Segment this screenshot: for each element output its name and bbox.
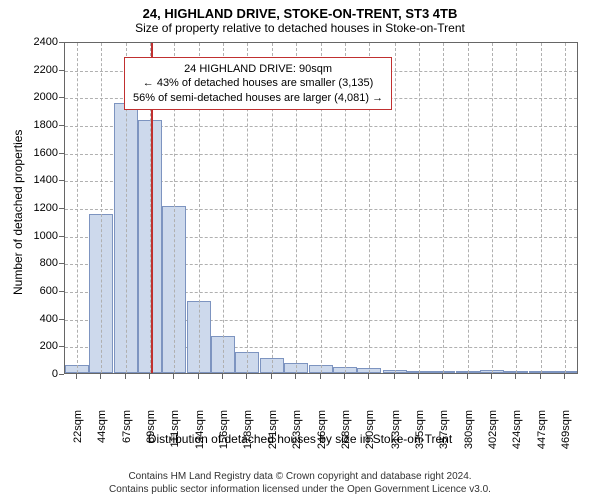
y-tick-label: 400 — [24, 313, 58, 325]
x-tick-label: 313sqm — [390, 410, 402, 460]
footer-line-1: Contains HM Land Registry data © Crown c… — [0, 471, 600, 484]
footer-attribution: Contains HM Land Registry data © Crown c… — [0, 471, 600, 496]
gridline-vertical — [492, 43, 493, 373]
x-tick — [173, 374, 174, 379]
gridline-vertical — [541, 43, 542, 373]
x-tick — [394, 374, 395, 379]
x-tick — [564, 374, 565, 379]
x-tick — [125, 374, 126, 379]
x-tick-label: 469sqm — [560, 410, 572, 460]
x-tick — [320, 374, 321, 379]
y-tick — [59, 97, 64, 98]
y-tick — [59, 70, 64, 71]
x-tick — [198, 374, 199, 379]
annotation-box: 24 HIGHLAND DRIVE: 90sqm← 43% of detache… — [124, 57, 392, 110]
gridline-vertical — [443, 43, 444, 373]
y-tick — [59, 42, 64, 43]
y-tick-label: 200 — [24, 340, 58, 352]
x-tick — [295, 374, 296, 379]
x-tick-label: 156sqm — [218, 410, 230, 460]
gridline-vertical — [419, 43, 420, 373]
x-tick-label: 402sqm — [487, 410, 499, 460]
x-tick — [540, 374, 541, 379]
chart-subtitle: Size of property relative to detached ho… — [0, 21, 600, 39]
y-tick — [59, 208, 64, 209]
y-tick — [59, 346, 64, 347]
annotation-line: 56% of semi-detached houses are larger (… — [133, 91, 383, 105]
y-tick-label: 800 — [24, 257, 58, 269]
y-tick — [59, 180, 64, 181]
y-tick — [59, 125, 64, 126]
y-tick-label: 1000 — [24, 230, 58, 242]
x-tick — [467, 374, 468, 379]
x-tick-label: 111sqm — [169, 410, 181, 460]
y-tick-label: 1200 — [24, 202, 58, 214]
x-tick-label: 447sqm — [536, 410, 548, 460]
y-tick-label: 2000 — [24, 91, 58, 103]
x-tick-label: 178sqm — [242, 410, 254, 460]
x-tick-label: 380sqm — [463, 410, 475, 460]
x-tick — [442, 374, 443, 379]
y-tick-label: 2200 — [24, 64, 58, 76]
x-tick — [222, 374, 223, 379]
y-tick — [59, 291, 64, 292]
x-tick-label: 223sqm — [291, 410, 303, 460]
gridline-vertical — [395, 43, 396, 373]
y-tick-label: 0 — [24, 368, 58, 380]
x-tick-label: 357sqm — [438, 410, 450, 460]
gridline-vertical — [565, 43, 566, 373]
x-tick — [368, 374, 369, 379]
x-tick-label: 201sqm — [267, 410, 279, 460]
y-tick — [59, 374, 64, 375]
x-tick-label: 134sqm — [194, 410, 206, 460]
x-tick — [418, 374, 419, 379]
x-tick-label: 44sqm — [96, 410, 108, 460]
x-tick — [246, 374, 247, 379]
x-tick-label: 22sqm — [72, 410, 84, 460]
y-tick-label: 1800 — [24, 119, 58, 131]
y-tick-label: 1600 — [24, 147, 58, 159]
x-tick — [76, 374, 77, 379]
x-tick-label: 290sqm — [364, 410, 376, 460]
x-tick — [149, 374, 150, 379]
gridline-vertical — [77, 43, 78, 373]
gridline-vertical — [101, 43, 102, 373]
x-tick — [100, 374, 101, 379]
x-tick — [491, 374, 492, 379]
chart-title: 24, HIGHLAND DRIVE, STOKE-ON-TRENT, ST3 … — [0, 0, 600, 21]
y-tick — [59, 236, 64, 237]
gridline-vertical — [516, 43, 517, 373]
y-tick-label: 2400 — [24, 36, 58, 48]
annotation-line: 24 HIGHLAND DRIVE: 90sqm — [133, 62, 383, 76]
x-tick — [515, 374, 516, 379]
annotation-line: ← 43% of detached houses are smaller (3,… — [133, 76, 383, 90]
gridline-vertical — [468, 43, 469, 373]
x-tick-label: 335sqm — [414, 410, 426, 460]
x-tick — [344, 374, 345, 379]
x-tick-label: 268sqm — [340, 410, 352, 460]
y-tick-label: 1400 — [24, 174, 58, 186]
footer-line-2: Contains public sector information licen… — [0, 484, 600, 497]
x-tick-label: 246sqm — [316, 410, 328, 460]
x-tick-label: 424sqm — [511, 410, 523, 460]
y-tick-label: 600 — [24, 285, 58, 297]
y-tick — [59, 153, 64, 154]
y-tick — [59, 263, 64, 264]
y-axis-label: Number of detached properties — [11, 135, 25, 295]
chart-container: 24, HIGHLAND DRIVE, STOKE-ON-TRENT, ST3 … — [0, 0, 600, 500]
x-tick-label: 67sqm — [121, 410, 133, 460]
y-tick — [59, 319, 64, 320]
x-tick — [271, 374, 272, 379]
x-tick-label: 89sqm — [145, 410, 157, 460]
